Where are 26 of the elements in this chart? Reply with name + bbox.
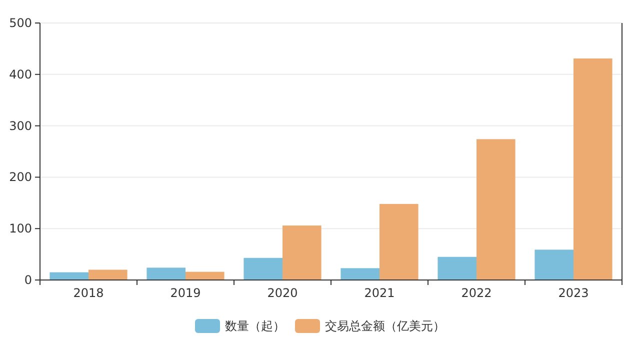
y-tick-label: 500 bbox=[9, 16, 32, 30]
y-tick-label: 400 bbox=[9, 67, 32, 82]
y-tick-label: 200 bbox=[9, 170, 32, 184]
bar bbox=[88, 270, 128, 280]
bar bbox=[476, 139, 516, 280]
x-tick-label: 2018 bbox=[73, 286, 104, 300]
bar bbox=[574, 58, 612, 280]
bar bbox=[340, 268, 380, 280]
x-tick-label: 2021 bbox=[364, 286, 395, 300]
x-tick-label: 2020 bbox=[267, 286, 298, 300]
y-tick-label: 0 bbox=[24, 273, 32, 287]
bar bbox=[438, 256, 476, 280]
bar bbox=[380, 204, 418, 280]
bar bbox=[282, 226, 322, 280]
bar bbox=[186, 272, 224, 280]
y-tick-label: 300 bbox=[9, 118, 32, 133]
y-tick-label: 100 bbox=[9, 222, 32, 236]
legend-label: 交易总金额（亿美元） bbox=[325, 319, 445, 333]
bar bbox=[146, 268, 186, 280]
legend-label: 数量（起） bbox=[225, 319, 285, 333]
x-tick-label: 2019 bbox=[170, 286, 201, 300]
bar bbox=[244, 258, 282, 280]
bar bbox=[50, 272, 88, 280]
x-tick-label: 2023 bbox=[558, 286, 589, 300]
x-tick-label: 2022 bbox=[461, 286, 492, 300]
bar bbox=[534, 250, 574, 280]
